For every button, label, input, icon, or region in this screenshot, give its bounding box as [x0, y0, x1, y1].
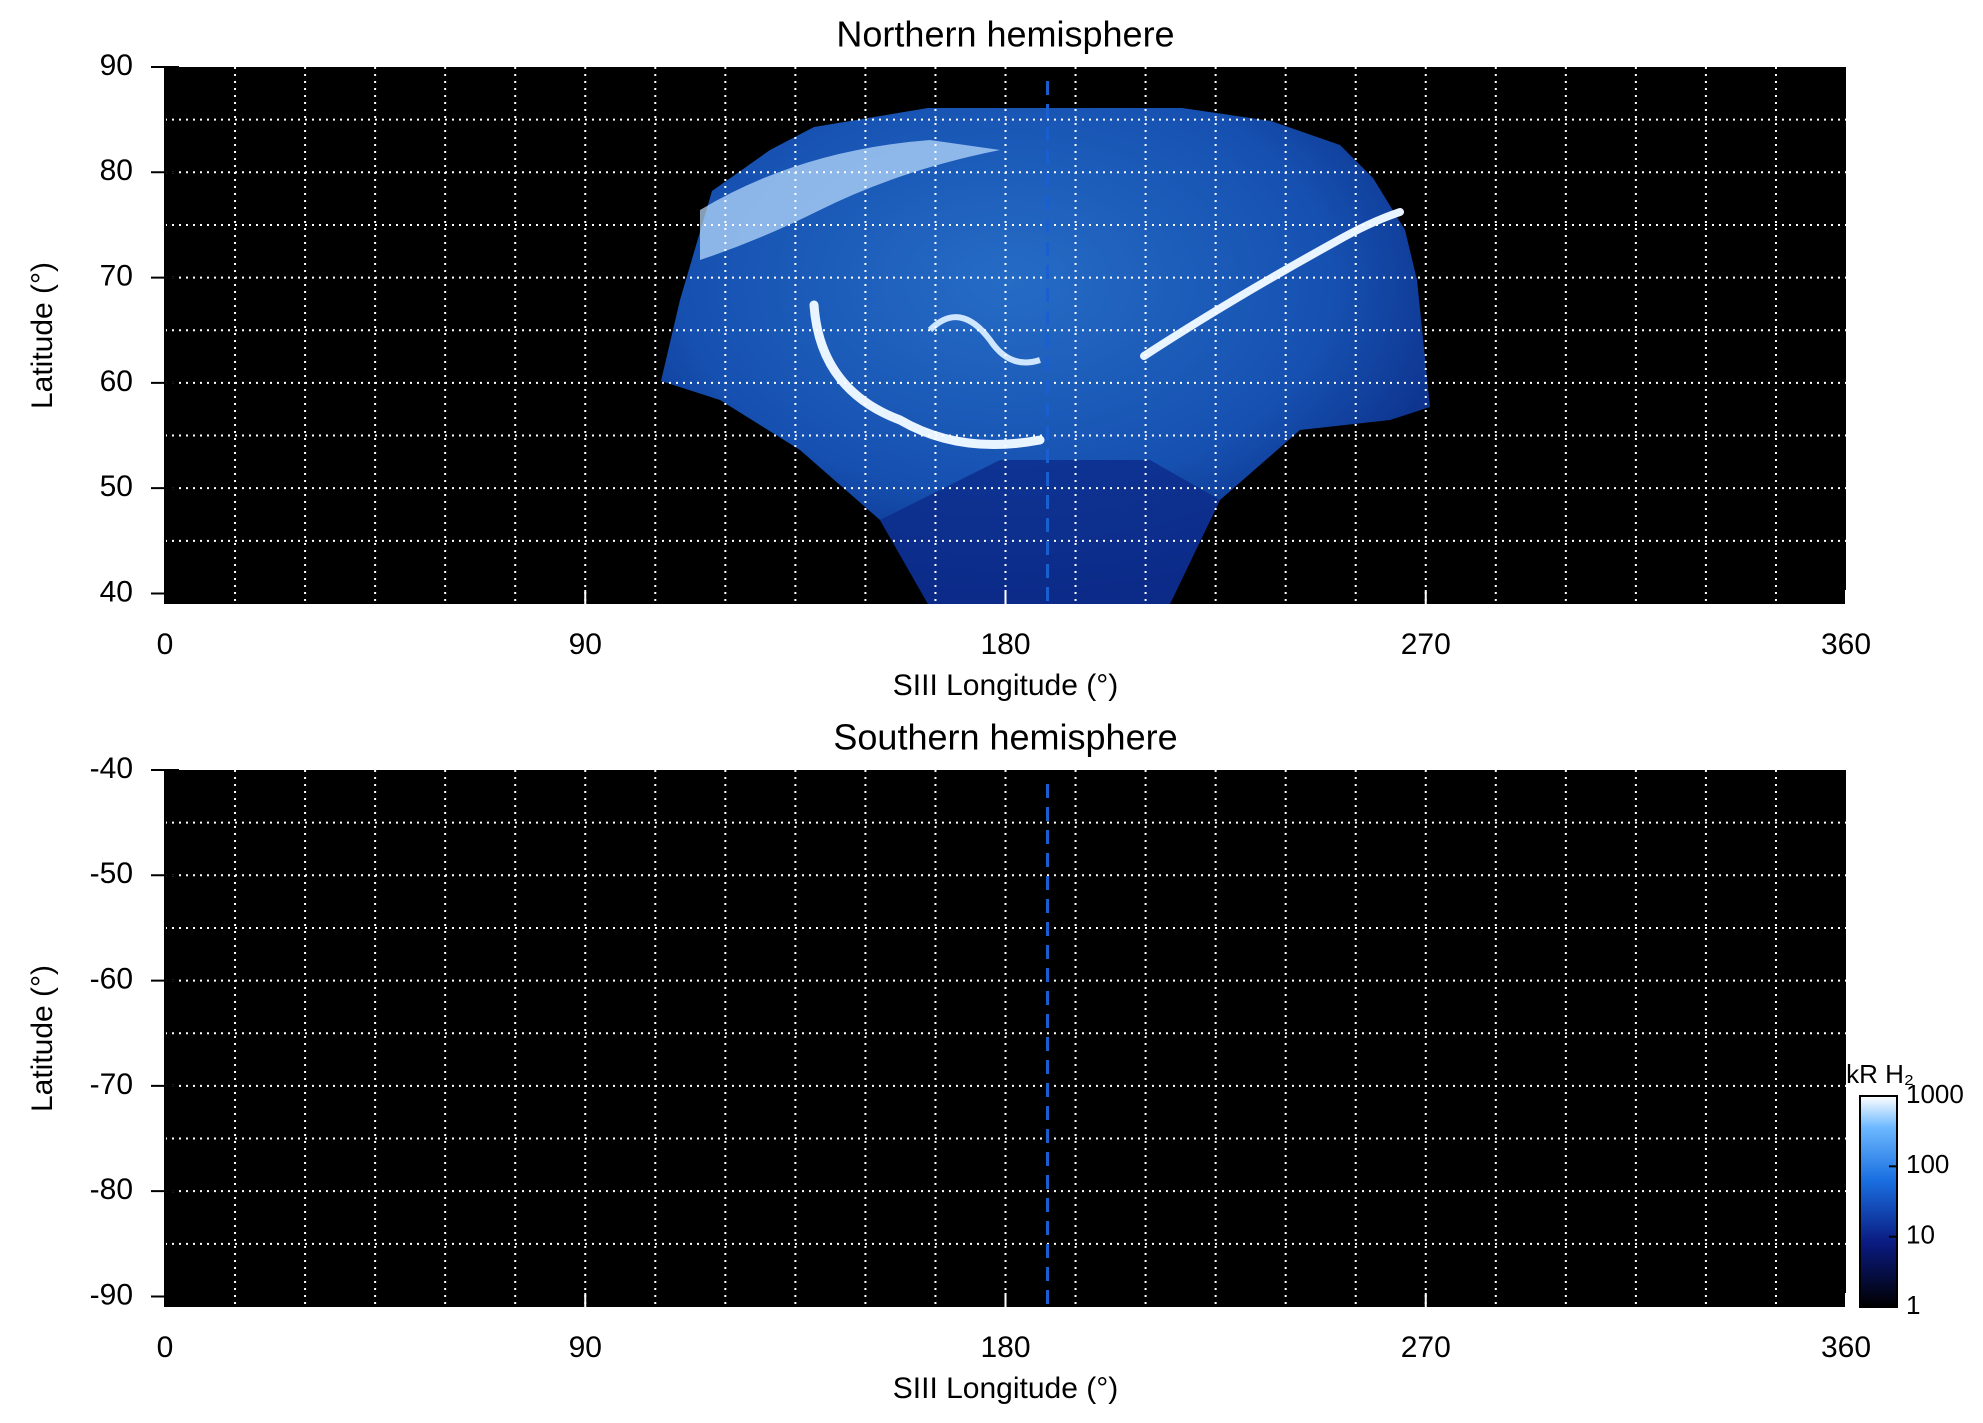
y-tick-label: 90	[100, 49, 133, 82]
chart-title: Southern hemisphere	[833, 717, 1177, 758]
y-tick-label: 60	[100, 365, 133, 398]
x-axis-label: SIII Longitude (°)	[893, 669, 1118, 702]
x-tick-label: 0	[157, 628, 174, 661]
x-tick-label: 360	[1821, 1331, 1871, 1364]
x-tick-label: 270	[1401, 1331, 1451, 1364]
aurora-image	[661, 108, 1430, 604]
colorbar	[1859, 1095, 1898, 1308]
colorbar-tick-label: 1	[1906, 1290, 1920, 1320]
colorbar-tick-label: 10	[1906, 1220, 1935, 1250]
x-tick-label: 180	[980, 628, 1030, 661]
y-axis-label: Latitude (°)	[26, 262, 59, 409]
y-tick-label: -50	[90, 857, 133, 890]
x-axis-label: SIII Longitude (°)	[893, 1372, 1118, 1405]
plot-area	[165, 770, 1846, 1307]
x-tick-label: 270	[1401, 628, 1451, 661]
y-tick-label: -70	[90, 1068, 133, 1101]
x-tick-label: 180	[980, 1331, 1030, 1364]
y-tick-label: -40	[90, 752, 133, 785]
x-tick-label: 90	[569, 1331, 602, 1364]
y-tick-label: 50	[100, 470, 133, 503]
x-tick-label: 90	[569, 628, 602, 661]
y-tick-label: -80	[90, 1173, 133, 1206]
x-tick-label: 0	[157, 1331, 174, 1364]
y-tick-label: 80	[100, 154, 133, 187]
y-tick-label: 70	[100, 260, 133, 293]
y-tick-label: -60	[90, 963, 133, 996]
x-tick-label: 360	[1821, 628, 1871, 661]
colorbar-label: kR H₂	[1846, 1059, 1914, 1089]
y-axis-label: Latitude (°)	[26, 965, 59, 1112]
colorbar-tick-label: 1000	[1906, 1079, 1964, 1109]
y-tick-label: -90	[90, 1278, 133, 1311]
chart-title: Northern hemisphere	[836, 14, 1174, 55]
y-tick-label: 40	[100, 575, 133, 608]
colorbar-tick-label: 100	[1906, 1149, 1949, 1179]
